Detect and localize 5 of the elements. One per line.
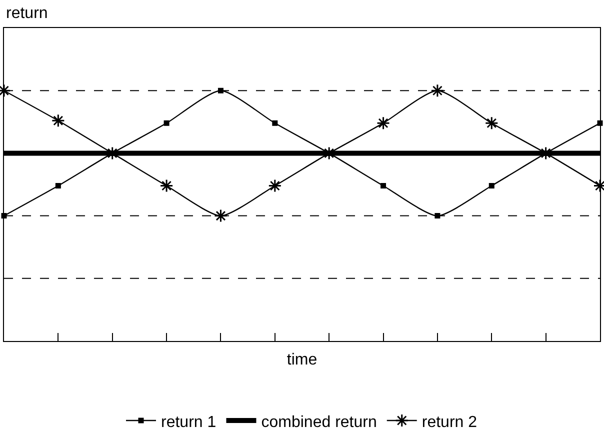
- legend-label: combined return: [261, 414, 377, 431]
- x-axis-title: time: [286, 352, 318, 369]
- y-axis-title: return: [6, 5, 48, 22]
- legend-label: return 1: [161, 414, 216, 431]
- legend-label: return 2: [422, 414, 478, 431]
